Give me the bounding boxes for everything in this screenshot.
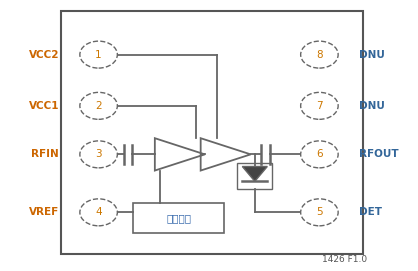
Text: 4: 4: [95, 207, 102, 217]
Text: 2: 2: [95, 101, 102, 111]
Bar: [237, 163, 272, 189]
Text: 7: 7: [316, 101, 323, 111]
Bar: [133, 204, 224, 233]
Text: RFOUT: RFOUT: [359, 149, 399, 159]
Ellipse shape: [80, 92, 117, 119]
Ellipse shape: [301, 199, 338, 226]
Ellipse shape: [80, 141, 117, 168]
Text: 偶置电路: 偶置电路: [166, 213, 191, 223]
Text: 5: 5: [316, 207, 323, 217]
Text: RFIN: RFIN: [31, 149, 59, 159]
Text: DNU: DNU: [359, 101, 385, 111]
Text: 1: 1: [95, 50, 102, 60]
Text: 8: 8: [316, 50, 323, 60]
Text: 3: 3: [95, 149, 102, 159]
Ellipse shape: [301, 92, 338, 119]
Polygon shape: [242, 166, 268, 181]
Ellipse shape: [80, 199, 117, 226]
Bar: [61, 11, 363, 254]
Text: VREF: VREF: [29, 207, 59, 217]
Text: 6: 6: [316, 149, 323, 159]
Text: 1426 F1.0: 1426 F1.0: [322, 254, 367, 264]
Text: DET: DET: [359, 207, 382, 217]
Text: VCC1: VCC1: [28, 101, 59, 111]
Text: VCC2: VCC2: [28, 50, 59, 60]
Ellipse shape: [80, 41, 117, 68]
Text: DNU: DNU: [359, 50, 385, 60]
Ellipse shape: [301, 41, 338, 68]
Ellipse shape: [301, 141, 338, 168]
